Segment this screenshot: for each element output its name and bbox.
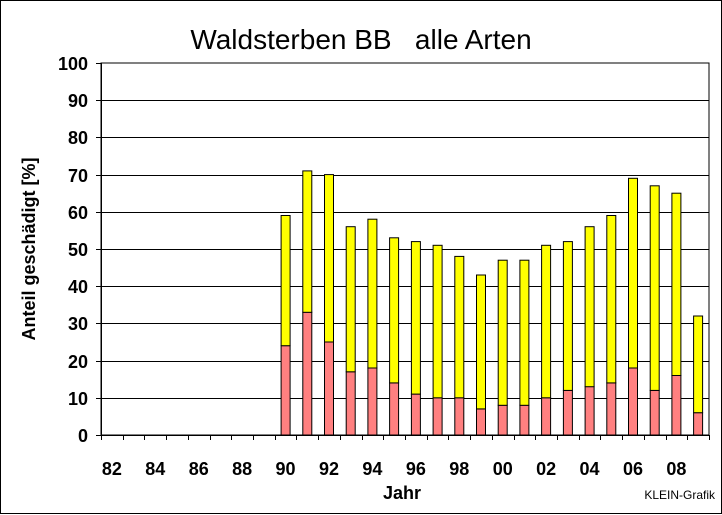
y-tick-label: 0 (78, 426, 88, 446)
bar-segment-upper (432, 244, 443, 399)
bar-segment-upper (649, 185, 660, 391)
y-tick-label: 50 (68, 240, 88, 260)
chart-title: Waldsterben BB alle Arten (190, 24, 531, 55)
bar-segment-upper (476, 274, 486, 410)
bar-segment-upper (628, 177, 638, 369)
bars (280, 170, 704, 436)
bar-segment-upper (693, 315, 704, 414)
bar-segment-upper (345, 226, 356, 373)
bar-segment-lower (367, 367, 378, 436)
bar-segment-lower (649, 389, 660, 436)
x-tick-label: 88 (232, 459, 252, 479)
x-tick-label: 08 (666, 459, 686, 479)
y-tick-label: 100 (58, 54, 88, 74)
bar-segment-lower (324, 341, 334, 436)
bar-segment-lower (410, 393, 421, 436)
bar-segment-upper (280, 215, 291, 347)
bar-segment-lower (432, 397, 443, 436)
x-tick-label: 00 (493, 459, 513, 479)
y-tick-label: 10 (68, 389, 88, 409)
x-tick-label: 98 (449, 459, 469, 479)
bar-segment-lower (497, 404, 508, 436)
bar-segment-upper (454, 255, 465, 399)
bar-segment-upper (519, 259, 530, 406)
x-tick-label: 96 (406, 459, 426, 479)
y-axis-title: Anteil geschädigt [%] (19, 157, 39, 340)
x-tick-label: 92 (319, 459, 339, 479)
axes: 0 10 20 30 40 50 60 70 80 90 100 82 84 86 88 90 92 94 96 98… (58, 54, 710, 479)
bar-segment-lower (562, 389, 573, 436)
bar-segment-lower (345, 371, 356, 436)
y-tick-label: 40 (68, 277, 88, 297)
bar-segment-lower (476, 408, 486, 436)
x-tick-label: 90 (276, 459, 296, 479)
y-tick-label: 60 (68, 203, 88, 223)
y-tick-label: 70 (68, 166, 88, 186)
x-tick-label: 04 (580, 459, 600, 479)
x-tick-label: 02 (536, 459, 556, 479)
bar-segment-lower (693, 412, 704, 436)
bar-segment-lower (454, 397, 465, 436)
bar-segment-upper (584, 226, 595, 388)
bar-segment-upper (497, 259, 508, 406)
bar-segment-lower (628, 367, 638, 436)
credit-label: KLEIN-Grafik (644, 488, 716, 502)
bar-segment-upper (302, 170, 313, 313)
y-tick-label: 30 (68, 314, 88, 334)
y-tick-label: 20 (68, 352, 88, 372)
bar-segment-lower (519, 404, 530, 436)
x-tick-label: 86 (189, 459, 209, 479)
bar-segment-upper (671, 192, 682, 376)
x-tick-label: 82 (102, 459, 122, 479)
bar-segment-upper (562, 241, 573, 391)
bar-segment-upper (606, 215, 617, 384)
x-tick-label: 06 (623, 459, 643, 479)
bar-segment-lower (541, 397, 552, 436)
bar-segment-upper (324, 174, 334, 343)
x-tick-label: 94 (362, 459, 382, 479)
bar-segment-lower (671, 375, 682, 436)
x-axis-title: Jahr (383, 483, 421, 503)
bar-segment-upper (410, 241, 421, 395)
bar-segment-upper (367, 218, 378, 369)
bar-segment-lower (606, 382, 617, 436)
y-tick-label: 80 (68, 128, 88, 148)
y-tick-label: 90 (68, 91, 88, 111)
bar-segment-upper (541, 244, 552, 399)
bar-segment-lower (584, 386, 595, 436)
x-tick-label: 84 (145, 459, 165, 479)
bar-segment-upper (389, 237, 400, 384)
bar-segment-lower (302, 311, 313, 436)
bar-segment-lower (280, 345, 291, 436)
bar-segment-lower (389, 382, 400, 436)
